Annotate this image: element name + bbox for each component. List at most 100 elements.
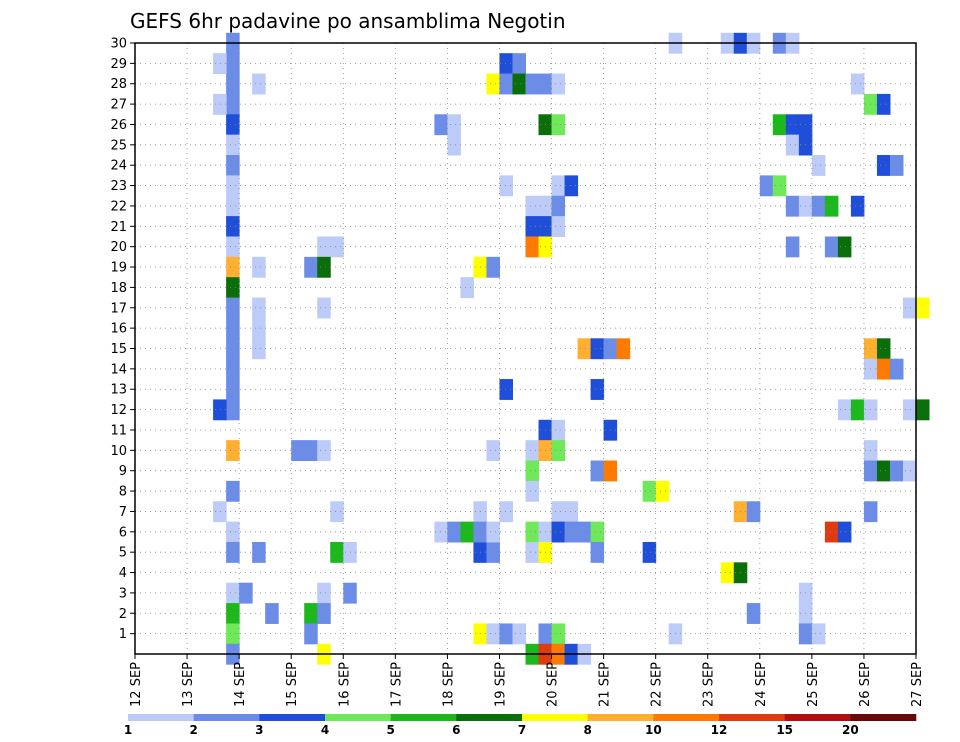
colorbar-label: 1	[124, 723, 132, 737]
heatmap-cell	[330, 501, 344, 523]
y-tick-label: 8	[119, 485, 127, 500]
x-tick-label: 25 SEP	[806, 662, 821, 707]
colorbar-label: 10	[645, 723, 662, 737]
y-tick-label: 16	[110, 322, 127, 337]
x-tick-label: 19 SEP	[493, 662, 508, 707]
heatmap-cell	[759, 175, 774, 197]
heatmap-cell	[226, 175, 240, 197]
colorbar-label: 5	[386, 723, 394, 737]
y-tick-label: 28	[110, 77, 127, 92]
heatmap-cell	[213, 53, 227, 75]
heatmap-cell	[434, 521, 448, 543]
heatmap-cell	[837, 236, 852, 258]
gridlines	[134, 42, 917, 654]
heatmap-cell	[486, 73, 500, 95]
colorbar-swatch	[456, 714, 523, 721]
heatmap-cell	[551, 73, 566, 95]
x-tick-label: 15 SEP	[285, 662, 300, 707]
y-tick-label: 2	[119, 607, 127, 622]
heatmap-cell	[889, 358, 904, 380]
y-tick-label: 21	[110, 220, 127, 235]
heatmap-cell	[746, 501, 761, 523]
heatmap-cell	[252, 338, 266, 360]
y-tick-label: 24	[110, 159, 127, 174]
heatmap-cell	[460, 521, 474, 543]
heatmap-cell	[226, 399, 240, 421]
y-tick-label: 11	[110, 423, 127, 438]
heatmap-cell	[486, 256, 500, 278]
heatmap-cell	[252, 541, 266, 563]
x-tick-label: 18 SEP	[441, 662, 456, 707]
y-axis-ticks: 1234567891011121314151617181920212223242…	[110, 37, 135, 642]
x-tick-label: 21 SEP	[598, 662, 613, 707]
heatmap-cell	[811, 155, 826, 176]
heatmap-cell	[226, 603, 240, 624]
colorbar-swatch	[128, 714, 194, 721]
y-tick-label: 10	[110, 444, 127, 459]
heatmap-cell	[811, 623, 826, 645]
heatmap-cell	[447, 521, 461, 543]
y-tick-label: 26	[110, 118, 127, 133]
heatmap-cell	[525, 216, 540, 237]
heatmap-cell	[499, 623, 513, 645]
x-tick-label: 12 SEP	[129, 662, 144, 707]
heatmap-cell	[499, 379, 513, 400]
y-tick-label: 1	[119, 627, 127, 642]
heatmap-cell	[876, 155, 891, 176]
heatmap-cell	[551, 419, 566, 441]
heatmap-cell	[824, 195, 839, 217]
heatmap-cell	[551, 175, 566, 197]
y-tick-label: 3	[119, 586, 127, 601]
heatmap-cell	[226, 134, 240, 156]
heatmap-cell	[785, 236, 800, 258]
heatmap-cell	[499, 501, 513, 523]
y-tick-label: 7	[119, 505, 127, 520]
heatmap-cell	[499, 73, 513, 95]
y-tick-label: 22	[110, 199, 127, 214]
x-tick-label: 26 SEP	[858, 662, 873, 707]
x-tick-label: 22 SEP	[650, 662, 665, 707]
heatmap-cell	[226, 297, 240, 319]
heatmap-cell	[525, 541, 540, 563]
heatmap-cell	[226, 256, 240, 278]
heatmap-cell	[226, 236, 240, 258]
y-tick-label: 12	[110, 403, 127, 418]
y-tick-label: 18	[110, 281, 127, 296]
heatmap-cell	[499, 53, 513, 75]
colorbar-label: 15	[776, 723, 793, 737]
heatmap-cell	[876, 358, 891, 380]
heatmap-cell	[252, 317, 266, 339]
y-tick-label: 29	[110, 57, 127, 72]
heatmap-cell	[850, 195, 865, 217]
heatmap-cell	[226, 582, 240, 604]
heatmap-cell	[226, 195, 240, 217]
heatmap-cell	[785, 195, 800, 217]
heatmap-cell	[512, 53, 526, 75]
colorbar-label: 3	[255, 723, 263, 737]
heatmap-cell	[525, 521, 540, 543]
heatmap-cell	[213, 501, 227, 523]
heatmap-cell	[889, 155, 904, 176]
heatmap-cell	[291, 440, 305, 462]
heatmap-cell	[447, 134, 461, 156]
heatmap-cell	[655, 480, 670, 502]
heatmap-cell	[317, 582, 331, 604]
heatmap-cell	[876, 460, 891, 482]
heatmap-cell	[226, 155, 240, 176]
heatmap-cell	[811, 195, 826, 217]
heatmap-cell	[837, 521, 852, 543]
colorbar-swatch	[325, 714, 391, 721]
colorbar-label: 6	[452, 723, 460, 737]
heatmap-cell	[486, 623, 500, 645]
heatmap-cell	[460, 277, 474, 299]
heatmap-cell	[551, 195, 566, 217]
heatmap-cell	[226, 73, 240, 95]
heatmap-cell	[499, 175, 513, 197]
heatmap-cell	[226, 480, 240, 502]
heatmap-cell	[330, 236, 344, 258]
heatmap-cell	[876, 338, 891, 360]
x-tick-label: 27 SEP	[910, 662, 925, 707]
heatmap-cells	[213, 32, 930, 665]
heatmap-cell	[317, 603, 331, 624]
